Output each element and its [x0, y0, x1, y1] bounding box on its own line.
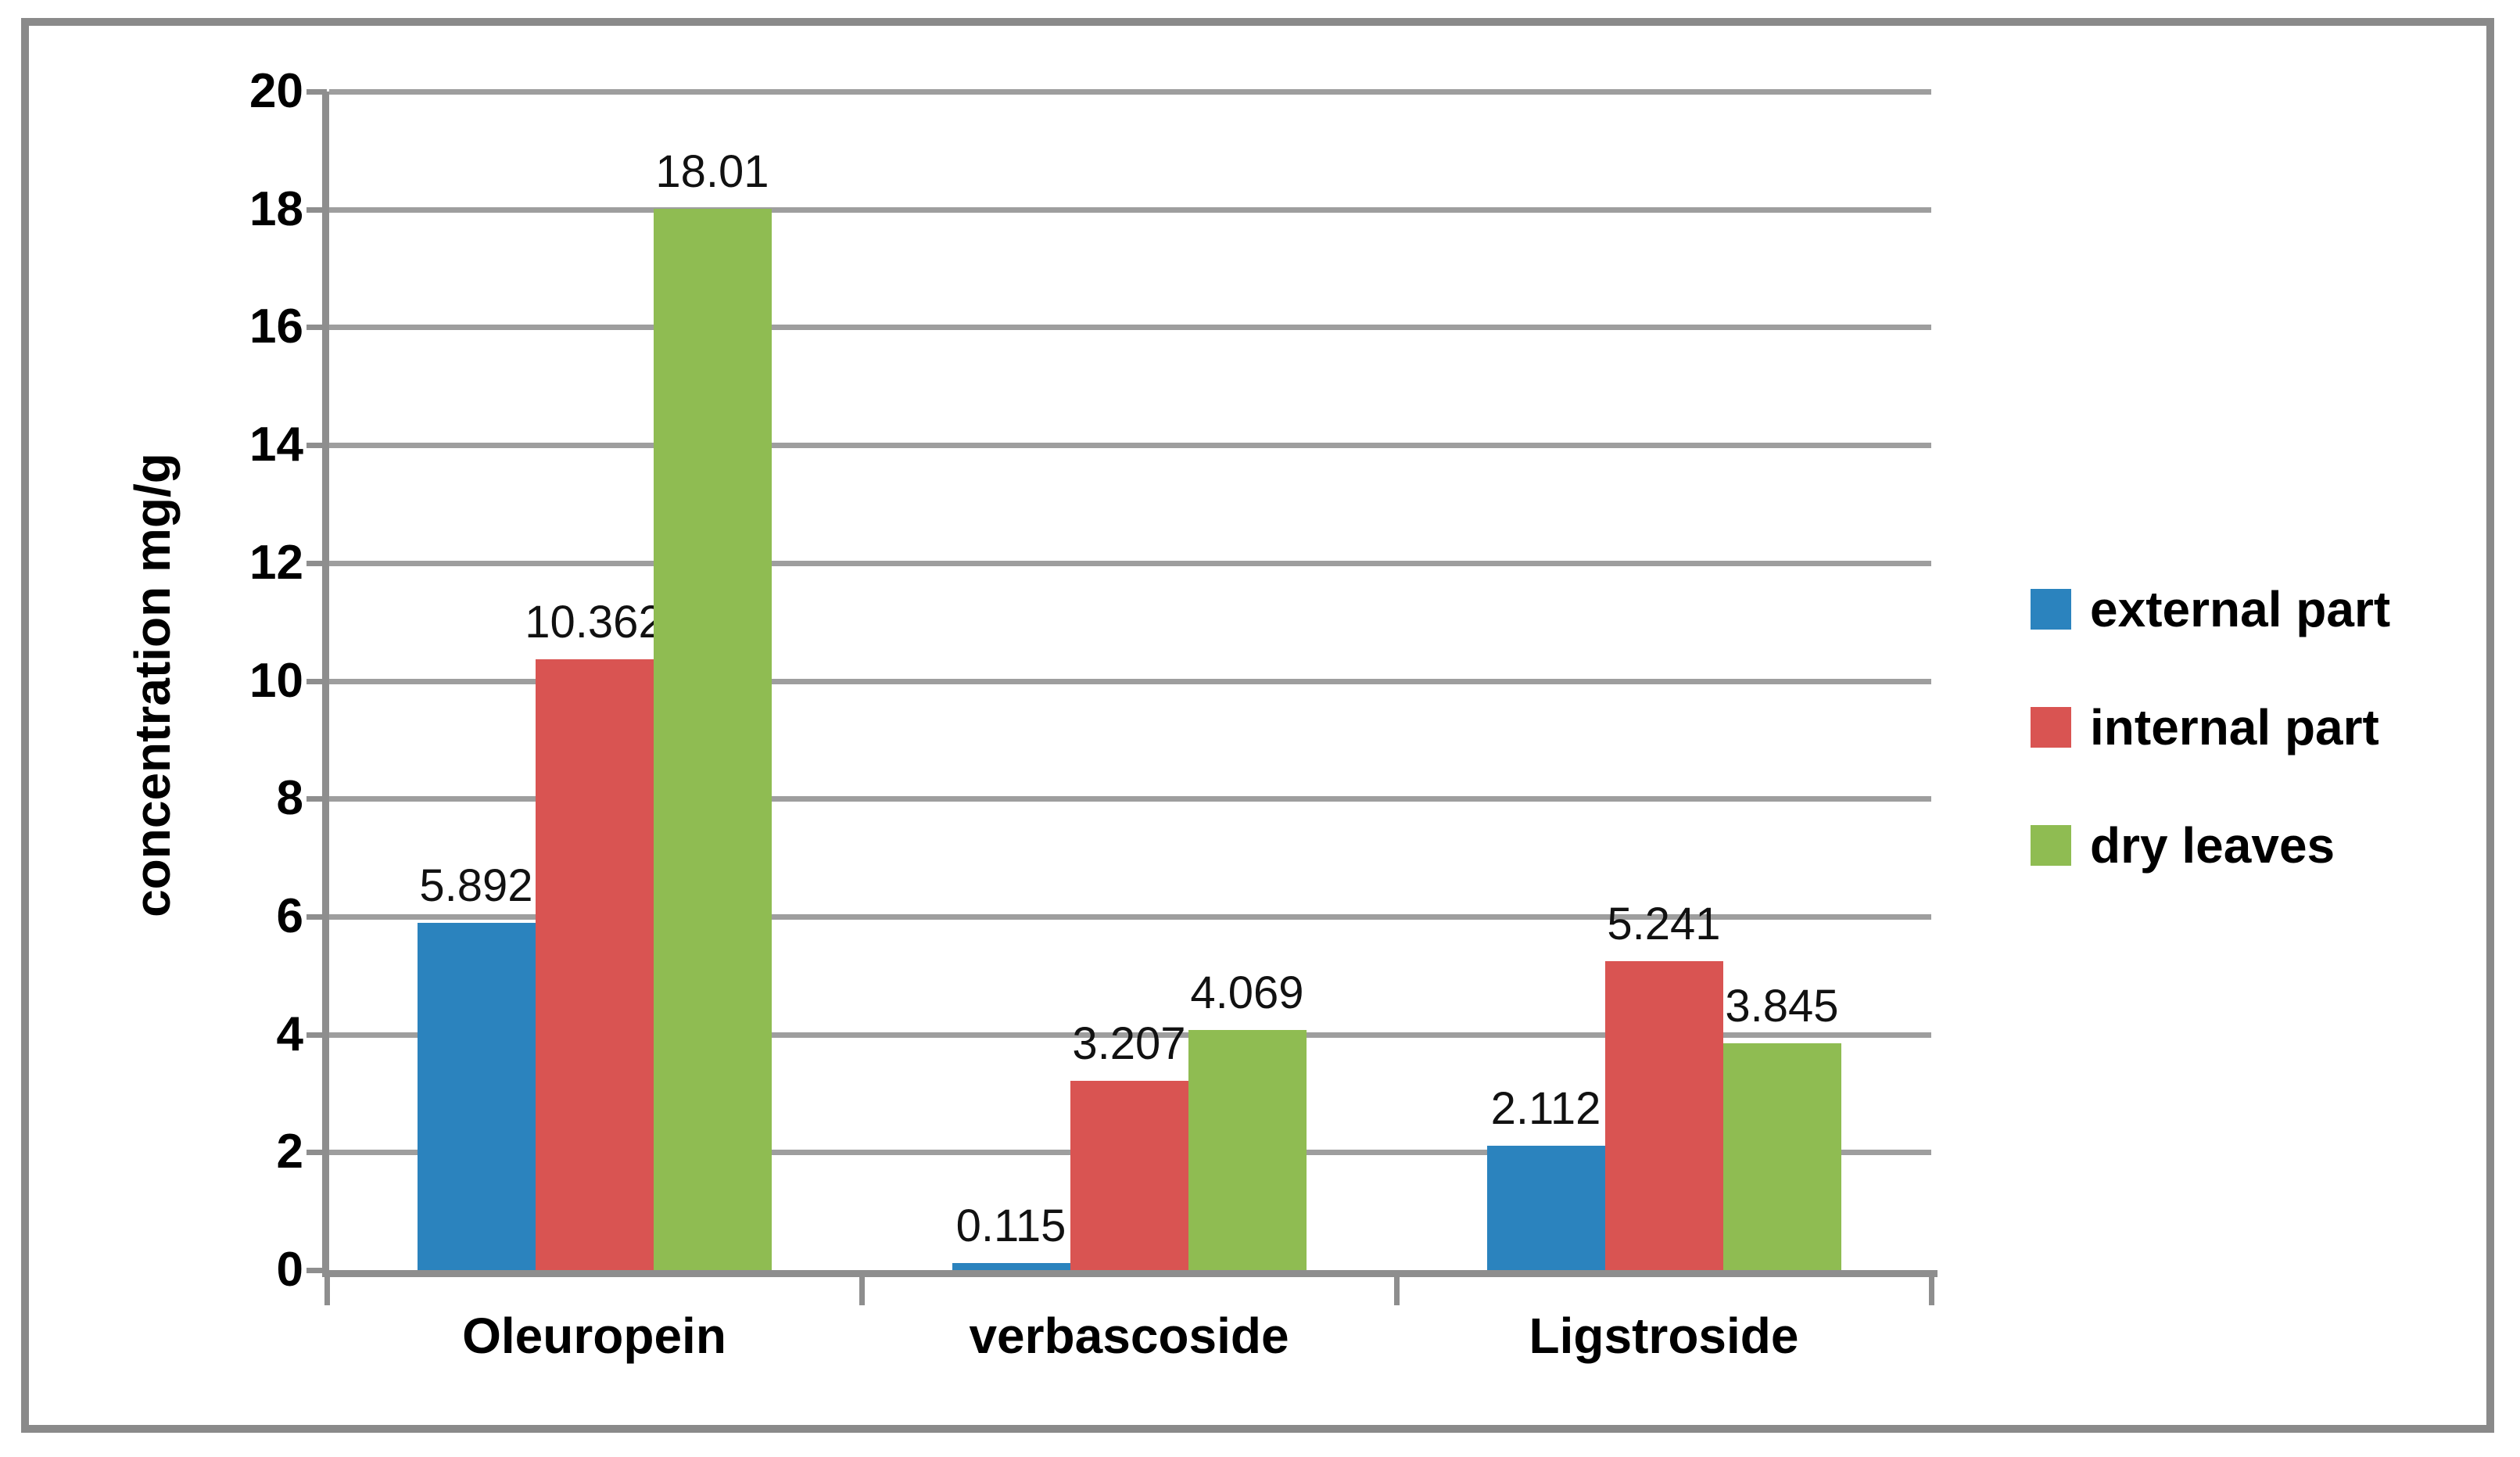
- y-tick-label: 0: [276, 1243, 303, 1297]
- y-tick-label: 6: [276, 888, 303, 943]
- x-category-label-verbascoside: verbascoside: [969, 1308, 1289, 1364]
- legend-item-internal-part: internal part: [2031, 699, 2379, 755]
- bar-value-label: 5.241: [1607, 899, 1721, 949]
- y-tick-label: 16: [249, 300, 303, 354]
- bar-external-part-ligstroside: [1486, 1146, 1605, 1270]
- y-tick-mark: [306, 796, 327, 802]
- gridline: [329, 678, 1931, 684]
- y-tick-label: 20: [249, 64, 303, 118]
- y-tick-mark: [306, 913, 327, 920]
- bar-internal-part-ligstroside: [1604, 961, 1723, 1270]
- x-tick-mark: [1394, 1277, 1400, 1305]
- bar-value-label: 18.01: [655, 146, 769, 197]
- bar-value-label: 4.069: [1190, 967, 1304, 1018]
- y-tick-mark: [306, 1150, 327, 1156]
- gridline: [329, 913, 1931, 920]
- gridline: [329, 560, 1931, 566]
- y-axis-line: [322, 92, 329, 1277]
- bar-value-label: 5.892: [419, 860, 533, 911]
- y-tick-mark: [306, 1032, 327, 1038]
- bar-value-label: 0.115: [955, 1200, 1066, 1251]
- x-axis-line: [322, 1270, 1937, 1277]
- bar-dry-leaves-ligstroside: [1722, 1043, 1841, 1270]
- y-tick-label: 2: [276, 1125, 303, 1179]
- y-tick-mark: [306, 678, 327, 684]
- legend-swatch-dry-leaves: [2031, 825, 2071, 866]
- bar-external-part-oleuropein: [417, 923, 536, 1270]
- y-tick-mark: [306, 560, 327, 566]
- y-tick-label: 14: [249, 418, 303, 472]
- legend-swatch-internal-part: [2031, 707, 2071, 748]
- gridline: [329, 325, 1931, 331]
- legend-label: external part: [2090, 581, 2391, 637]
- y-tick-mark: [306, 1268, 327, 1273]
- y-tick-label: 8: [276, 771, 303, 826]
- legend-swatch-external-part: [2031, 589, 2071, 630]
- y-tick-mark: [306, 443, 327, 449]
- y-tick-mark: [306, 206, 327, 213]
- x-tick-mark: [859, 1277, 865, 1305]
- legend-label: dry leaves: [2090, 817, 2335, 874]
- y-tick-mark: [306, 325, 327, 331]
- bar-internal-part-oleuropein: [535, 659, 654, 1270]
- x-category-label-oleuropein: Oleuropein: [462, 1308, 726, 1364]
- bar-value-label: 10.362: [525, 597, 664, 648]
- gridline: [329, 1032, 1931, 1038]
- bar-dry-leaves-verbascoside: [1188, 1030, 1307, 1270]
- gridline: [329, 89, 1931, 95]
- legend-item-dry-leaves: dry leaves: [2031, 817, 2335, 874]
- y-tick-label: 18: [249, 181, 303, 236]
- x-tick-mark: [1929, 1277, 1934, 1305]
- bar-dry-leaves-oleuropein: [653, 209, 772, 1270]
- gridline: [329, 206, 1931, 213]
- legend-item-external-part: external part: [2031, 581, 2391, 637]
- y-tick-mark: [306, 89, 327, 95]
- gridline: [329, 443, 1931, 449]
- y-tick-label: 12: [249, 535, 303, 590]
- gridline: [329, 796, 1931, 802]
- y-tick-label: 4: [276, 1007, 303, 1061]
- bar-external-part-verbascoside: [952, 1263, 1070, 1270]
- legend-label: internal part: [2090, 699, 2379, 755]
- bar-value-label: 2.112: [1490, 1083, 1601, 1134]
- bar-value-label: 3.207: [1072, 1018, 1186, 1069]
- bar-internal-part-verbascoside: [1070, 1081, 1188, 1270]
- y-tick-label: 10: [249, 653, 303, 708]
- bar-value-label: 3.845: [1725, 981, 1839, 1032]
- x-tick-mark: [324, 1277, 330, 1305]
- x-category-label-ligstroside: Ligstroside: [1529, 1308, 1799, 1364]
